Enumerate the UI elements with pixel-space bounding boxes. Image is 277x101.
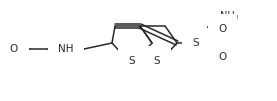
Text: S: S (154, 56, 160, 66)
Text: NH: NH (58, 44, 74, 54)
Text: O: O (218, 24, 226, 34)
Text: S: S (129, 56, 135, 66)
Text: O: O (10, 44, 18, 54)
Text: O: O (218, 52, 226, 62)
Text: NH₂: NH₂ (220, 11, 238, 21)
Text: S: S (193, 38, 199, 48)
